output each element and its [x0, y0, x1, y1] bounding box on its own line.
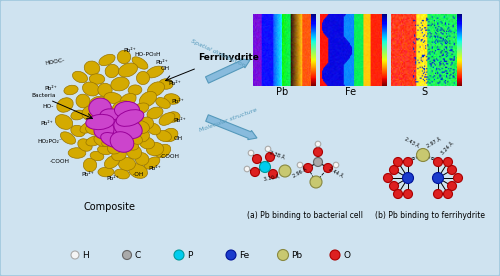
Ellipse shape	[126, 108, 142, 122]
Ellipse shape	[107, 119, 129, 137]
Circle shape	[310, 176, 322, 188]
Ellipse shape	[108, 140, 122, 154]
Circle shape	[432, 172, 444, 184]
Text: Pb²⁺: Pb²⁺	[40, 121, 54, 126]
Text: Pb²⁺: Pb²⁺	[168, 81, 181, 86]
Circle shape	[394, 190, 402, 198]
Ellipse shape	[82, 106, 98, 120]
Text: 2.96 Å: 2.96 Å	[292, 167, 308, 179]
Ellipse shape	[104, 155, 120, 169]
Text: Bacteria: Bacteria	[32, 93, 56, 98]
Ellipse shape	[90, 74, 104, 84]
Circle shape	[278, 250, 288, 261]
Text: HOOC-: HOOC-	[44, 58, 66, 66]
Circle shape	[297, 162, 303, 168]
Ellipse shape	[55, 115, 73, 129]
Text: (a) Pb binding to bacterial cell: (a) Pb binding to bacterial cell	[247, 211, 363, 220]
Ellipse shape	[116, 110, 144, 126]
Ellipse shape	[140, 117, 153, 129]
Ellipse shape	[84, 158, 96, 172]
Text: Molecular structure: Molecular structure	[198, 107, 258, 133]
Circle shape	[384, 174, 392, 182]
Circle shape	[444, 190, 452, 198]
Ellipse shape	[156, 131, 172, 142]
Text: Pb: Pb	[292, 251, 302, 260]
Ellipse shape	[166, 112, 180, 122]
Ellipse shape	[89, 98, 111, 118]
Circle shape	[250, 168, 260, 176]
Text: O: O	[343, 251, 350, 260]
Ellipse shape	[120, 93, 136, 107]
Ellipse shape	[140, 137, 154, 149]
Circle shape	[266, 153, 274, 161]
Ellipse shape	[118, 158, 136, 170]
Text: Fe: Fe	[346, 87, 356, 97]
Ellipse shape	[112, 149, 126, 161]
Ellipse shape	[112, 101, 132, 113]
Circle shape	[434, 158, 442, 166]
Text: Pb²⁺: Pb²⁺	[172, 99, 184, 104]
Text: 2.38 Å: 2.38 Å	[268, 150, 285, 160]
Circle shape	[390, 182, 398, 190]
Ellipse shape	[130, 120, 150, 134]
Ellipse shape	[72, 71, 88, 83]
Ellipse shape	[159, 113, 175, 125]
Ellipse shape	[100, 109, 128, 127]
Circle shape	[248, 150, 254, 156]
Ellipse shape	[110, 132, 134, 152]
Ellipse shape	[64, 85, 78, 95]
Circle shape	[268, 169, 278, 179]
Ellipse shape	[162, 128, 178, 142]
Circle shape	[416, 148, 430, 161]
Ellipse shape	[98, 167, 114, 177]
Circle shape	[444, 158, 452, 166]
Ellipse shape	[98, 145, 112, 155]
Text: Pb²⁺: Pb²⁺	[44, 86, 58, 91]
Text: 2.43 Å: 2.43 Å	[404, 137, 420, 149]
Ellipse shape	[128, 164, 148, 178]
Text: HO₂PO₂⁻: HO₂PO₂⁻	[38, 139, 62, 144]
Ellipse shape	[118, 50, 130, 64]
Ellipse shape	[156, 97, 170, 108]
Circle shape	[304, 163, 312, 172]
Ellipse shape	[164, 94, 180, 104]
Circle shape	[252, 155, 262, 163]
Ellipse shape	[99, 54, 115, 66]
Ellipse shape	[128, 85, 142, 95]
Circle shape	[314, 147, 322, 156]
Ellipse shape	[132, 57, 148, 69]
Text: Fe: Fe	[239, 251, 249, 260]
Ellipse shape	[86, 136, 102, 146]
Text: S: S	[421, 87, 427, 97]
Text: -OH: -OH	[132, 172, 143, 177]
Ellipse shape	[144, 157, 160, 169]
Ellipse shape	[88, 112, 106, 124]
Circle shape	[315, 141, 321, 147]
Circle shape	[174, 250, 184, 260]
Text: OH: OH	[174, 136, 182, 141]
Circle shape	[260, 161, 270, 172]
Ellipse shape	[76, 94, 90, 108]
Ellipse shape	[104, 92, 122, 104]
Ellipse shape	[147, 107, 163, 119]
Ellipse shape	[146, 142, 164, 156]
Circle shape	[390, 166, 398, 174]
Circle shape	[71, 251, 79, 259]
Circle shape	[404, 158, 412, 166]
Ellipse shape	[68, 148, 86, 158]
Ellipse shape	[156, 144, 170, 158]
Ellipse shape	[71, 125, 85, 137]
Ellipse shape	[82, 82, 100, 96]
Ellipse shape	[111, 77, 129, 91]
Ellipse shape	[94, 125, 112, 137]
Text: 2.44 Å: 2.44 Å	[328, 167, 344, 179]
Circle shape	[279, 165, 291, 177]
Text: -COOH: -COOH	[160, 154, 180, 159]
Text: Pb²⁺: Pb²⁺	[174, 118, 186, 123]
Text: OH: OH	[160, 66, 170, 71]
Circle shape	[434, 190, 442, 198]
Text: Pb²⁺: Pb²⁺	[82, 172, 94, 177]
Ellipse shape	[84, 61, 100, 75]
Text: HO-: HO-	[42, 104, 54, 109]
